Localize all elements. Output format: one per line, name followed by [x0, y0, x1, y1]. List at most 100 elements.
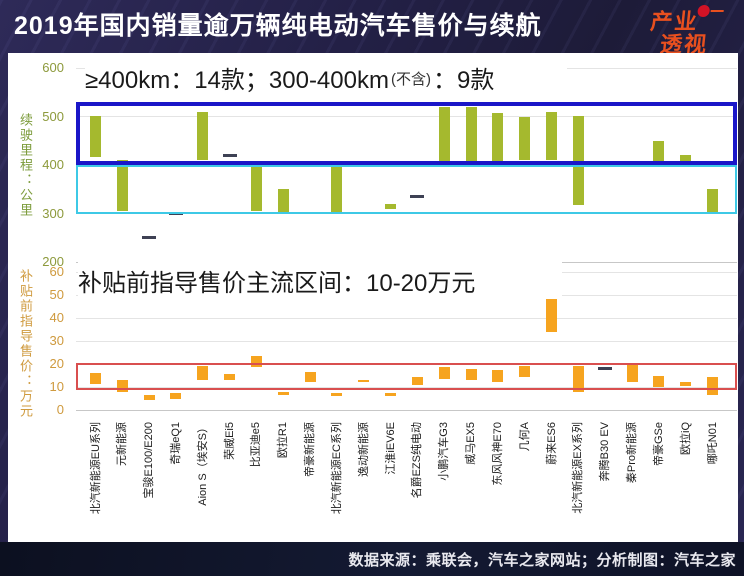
range-bar [331, 163, 343, 213]
category-label: 哪吒N01 [700, 422, 726, 544]
category-label: 奔腾B30 EV [592, 422, 618, 544]
y-tick-label: 300 [42, 205, 64, 221]
y-tick-label: 0 [56, 402, 64, 417]
category-label-text: 东风风神E70 [491, 422, 504, 486]
category-label: 北汽新能源EU系列 [83, 422, 109, 544]
source-text: 数据来源：乘联会，汽车之家网站；分析制图：汽车之家 [348, 551, 736, 569]
category-label-text: 几何A [518, 422, 531, 452]
y-tick-label: 60 [49, 264, 64, 279]
category-label: 东风风神E70 [485, 422, 511, 544]
y-tick-label: 10 [49, 379, 64, 394]
category-label-text: 威马EX5 [465, 422, 478, 465]
range-axis-title: 续驶里程：公里 [18, 113, 33, 218]
gridline [76, 213, 737, 214]
category-label: 名爵EZS纯电动 [404, 422, 430, 544]
category-label-text: 奔腾B30 EV [599, 422, 612, 482]
category-label: 比亚迪e5 [243, 422, 269, 544]
range-bar [197, 111, 209, 161]
price-bar [438, 367, 450, 379]
range-bar [438, 106, 450, 165]
price-bar [653, 375, 665, 387]
category-label-text: 宝骏E100/E200 [143, 422, 156, 499]
price-bar [492, 369, 504, 383]
category-label: Aion S（埃安S） [190, 422, 216, 544]
category-label: 几何A [512, 422, 538, 544]
300km-400km-band [76, 165, 737, 214]
range-bar [546, 111, 558, 161]
price-bar [358, 379, 370, 382]
price-bar [680, 382, 692, 386]
price-annotation: 补贴前指导售价主流区间：10-20万元 [78, 261, 562, 299]
category-label: 帝豪新能源 [297, 422, 323, 544]
price-bar [385, 392, 397, 397]
gridline [76, 317, 737, 319]
price-bar [465, 368, 477, 381]
category-label-text: 小鹏汽车G3 [438, 422, 451, 481]
range-annotation-main: ≥400km：14款；300-400km [85, 66, 389, 94]
category-label: 蔚来ES6 [539, 422, 565, 544]
price-bar [546, 297, 558, 332]
category-label: 威马EX5 [458, 422, 484, 544]
price-bar [626, 365, 638, 383]
price-bar [143, 395, 155, 400]
category-label: 欧拉R1 [270, 422, 296, 544]
category-label-text: 荣威Ei5 [223, 422, 236, 460]
range-bar [465, 106, 477, 165]
category-label: 小鹏汽车G3 [431, 422, 457, 544]
range-bar [492, 112, 504, 165]
range-bar [653, 140, 665, 165]
single-value-dash [598, 367, 613, 371]
category-label: 奇瑞eQ1 [163, 422, 189, 544]
400km-520km-band [76, 101, 737, 165]
range-bar [385, 203, 397, 209]
range-bar [519, 116, 531, 161]
category-label-text: 哪吒N01 [706, 422, 719, 465]
range-bar [277, 188, 289, 213]
price-bar [331, 392, 343, 397]
category-label: 元新能源 [109, 422, 135, 544]
y-tick-label: 20 [49, 356, 64, 371]
category-label-text: 逸动新能源 [357, 422, 370, 477]
y-tick-label: 200 [42, 254, 64, 269]
range-bar [250, 165, 262, 212]
gridline [76, 116, 737, 117]
price-bar [707, 376, 719, 396]
category-label: 宝骏E100/E200 [136, 422, 162, 544]
price-bar [304, 372, 316, 383]
category-label-text: 北汽新能源EX系列 [572, 422, 585, 514]
brand-badge-icon [697, 5, 711, 17]
price-bar [572, 366, 584, 392]
price-bar [519, 366, 531, 377]
brand-dash-icon [710, 10, 724, 12]
range-bar [707, 188, 719, 213]
y-tick-label: 40 [49, 310, 64, 325]
category-label: 北汽新能源EC系列 [324, 422, 350, 544]
gridline [76, 386, 737, 388]
y-tick-label: 50 [49, 287, 64, 302]
y-tick-label: 500 [42, 108, 64, 124]
source-bar: 数据来源：乘联会，汽车之家网站；分析制图：汽车之家 [0, 542, 744, 576]
gridline [76, 340, 737, 342]
price-bar [277, 391, 289, 396]
price-bar [250, 355, 262, 368]
category-label-text: Aion S（埃安S） [196, 422, 209, 506]
range-annotation-tail: ：9款 [432, 66, 495, 94]
price-bar [170, 392, 182, 399]
category-label-text: 蔚来ES6 [545, 422, 558, 465]
category-label: 帝豪GSe [646, 422, 672, 544]
price-bar [224, 374, 236, 381]
price-bar [116, 380, 128, 392]
category-label-text: 元新能源 [116, 422, 129, 466]
price-bar [411, 376, 423, 385]
price-annotation-main: 补贴前指导售价主流区间：10-20万元 [78, 269, 476, 297]
chart-panel: 续驶里程：公里 补贴前指导售价：万元 ≥400km：14款；300-400km … [8, 53, 738, 542]
category-label-text: 秦Pro新能源 [626, 422, 639, 484]
single-value-dash [142, 236, 157, 240]
single-value-dash [410, 195, 425, 199]
category-label-text: 欧拉iQ [679, 422, 692, 455]
category-label-text: 帝豪新能源 [304, 422, 317, 477]
category-label: 荣威Ei5 [217, 422, 243, 544]
gridline [76, 409, 737, 411]
range-bar [572, 116, 584, 205]
